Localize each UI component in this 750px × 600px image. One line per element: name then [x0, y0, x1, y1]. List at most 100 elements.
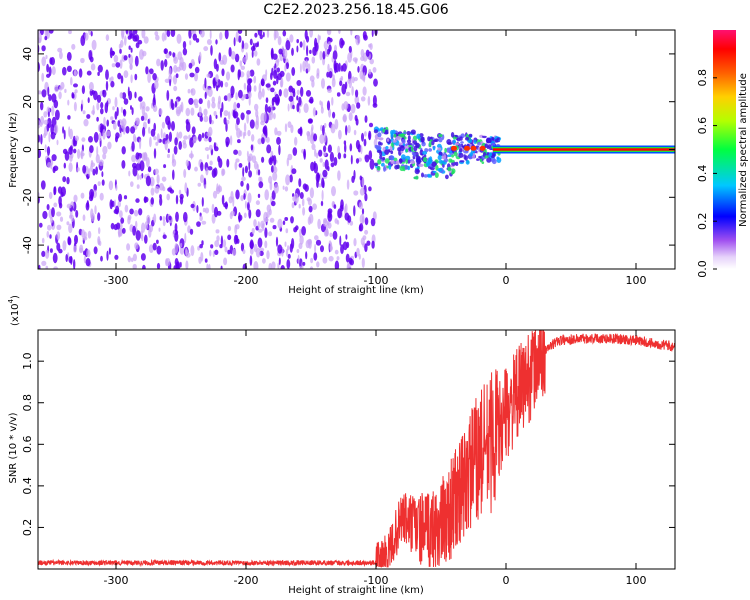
spectrogram-noise-cell — [333, 156, 338, 166]
spectrogram-noise-cell — [119, 92, 123, 99]
spectrogram-noise-cell — [56, 211, 62, 217]
spectrogram-noise-cell — [314, 37, 318, 49]
spectrogram-noise-cell — [364, 243, 368, 253]
spectrogram-noise-cell — [207, 88, 213, 97]
spectrogram-noise-cell — [175, 211, 179, 222]
spectrogram-noise-cell — [175, 73, 179, 78]
spectrogram-signal-cell — [401, 154, 406, 160]
spectrogram-noise-cell — [364, 154, 370, 163]
spectrogram-noise-cell — [158, 227, 161, 232]
spectrogram-signal-cell — [427, 136, 431, 142]
spectrogram-noise-cell — [130, 47, 133, 53]
spectrogram-noise-cell — [165, 53, 171, 59]
spectrogram-noise-cell — [218, 52, 222, 62]
spectrogram-noise-cell — [109, 199, 113, 210]
spectrogram-noise-cell — [131, 107, 134, 116]
spectrogram-noise-cell — [338, 129, 342, 140]
spectrogram-noise-cell — [160, 128, 163, 139]
spectrogram-noise-cell — [335, 62, 340, 73]
spectrogram-noise-cell — [41, 89, 47, 98]
spectrogram-noise-cell — [275, 236, 279, 247]
spectrogram-noise-cell — [73, 83, 78, 88]
spectrogram-signal-cell — [453, 151, 458, 157]
spectrogram-noise-cell — [243, 42, 249, 50]
spectrogram-noise-cell — [106, 100, 109, 108]
y-tick-label: 0.2 — [21, 519, 34, 537]
spectrogram-noise-cell — [115, 62, 121, 68]
spectrogram-noise-cell — [273, 112, 276, 120]
spectrogram-noise-cell — [328, 108, 332, 118]
spectrogram-noise-cell — [153, 93, 156, 103]
spectrogram-noise-cell — [121, 31, 125, 40]
spectrogram-noise-cell — [153, 148, 157, 159]
spectrogram-noise-cell — [284, 217, 289, 221]
spectrogram-noise-cell — [71, 43, 76, 50]
spectrogram-noise-cell — [56, 231, 61, 241]
spectrogram-noise-cell — [273, 166, 278, 174]
spectrogram-noise-cell — [253, 50, 258, 57]
spectrogram-signal-cell — [423, 154, 427, 158]
spectrogram-noise-cell — [285, 62, 289, 70]
spectrogram-noise-cell — [66, 65, 72, 73]
spectrogram-signal-cell — [398, 149, 402, 156]
spectrogram-noise-cell — [41, 45, 46, 52]
spectrogram-noise-cell — [172, 52, 176, 58]
spectrogram-noise-cell — [173, 56, 179, 64]
spectrogram-noise-cell — [179, 196, 184, 205]
spectrogram-noise-cell — [363, 72, 366, 83]
spectrogram-noise-cell — [68, 146, 73, 155]
spectrogram-noise-cell — [368, 186, 372, 192]
spectrogram-noise-cell — [355, 118, 359, 126]
spectrogram-noise-cell — [361, 257, 365, 268]
spectrogram-signal-cell — [390, 160, 395, 164]
spectrogram-noise-cell — [80, 103, 83, 112]
spectrogram-noise-cell — [256, 58, 261, 66]
spectrogram-noise-cell — [273, 30, 277, 41]
spectrogram-signal-cell — [388, 164, 392, 170]
spectrogram-noise-cell — [78, 68, 83, 78]
spectrogram-noise-cell — [363, 138, 367, 147]
spectrogram-noise-cell — [323, 219, 328, 227]
spectrogram-noise-cell — [132, 225, 137, 236]
spectrogram-noise-cell — [279, 70, 285, 77]
spectrogram-noise-cell — [331, 96, 334, 106]
spectrogram-noise-cell — [132, 263, 137, 269]
spectrogram-noise-cell — [284, 123, 288, 133]
spectrogram-noise-cell — [327, 88, 332, 93]
spectrogram-noise-cell — [206, 39, 212, 45]
spectrogram-noise-cell — [167, 148, 170, 154]
spectrogram-noise-cell — [147, 72, 152, 84]
spectrogram-noise-cell — [364, 193, 368, 202]
spectrogram-noise-cell — [190, 107, 195, 116]
spectrogram-noise-cell — [360, 56, 365, 62]
spectrogram-noise-cell — [242, 249, 246, 255]
spectrogram-noise-cell — [296, 95, 299, 101]
spectrogram-noise-cell — [115, 135, 118, 143]
spectrogram-noise-cell — [74, 234, 78, 245]
spectrogram-noise-cell — [257, 30, 263, 36]
spectrogram-noise-cell — [123, 195, 128, 200]
spectrogram-noise-cell — [266, 144, 272, 154]
spectrogram-noise-cell — [346, 263, 352, 269]
spectrogram-noise-cell — [128, 53, 131, 58]
spectrogram-noise-cell — [49, 248, 53, 253]
spectrogram-noise-cell — [309, 75, 315, 82]
spectrogram-noise-cell — [345, 91, 351, 97]
spectrogram-noise-cell — [46, 146, 51, 156]
spectrogram-noise-cell — [132, 165, 138, 177]
snr-y-label: SNR (10 * v/v) — [8, 412, 19, 483]
spectrogram-noise-cell — [371, 240, 375, 249]
spectrogram-noise-cell — [213, 58, 218, 70]
spectrogram-noise-cell — [173, 64, 178, 73]
spectrogram-noise-cell — [247, 78, 252, 85]
spectrogram-noise-cell — [221, 101, 224, 113]
spectrogram-noise-cell — [118, 43, 122, 50]
spectrogram-noise-cell — [70, 77, 73, 86]
spectrogram-noise-cell — [74, 135, 79, 142]
x-tick-label: -200 — [234, 574, 259, 587]
spectrogram-noise-cell — [215, 74, 219, 83]
spectrogram-noise-cell — [171, 158, 177, 167]
spectrogram-noise-cell — [173, 85, 178, 92]
spectrogram-noise-cell — [278, 257, 281, 266]
spectrogram-noise-cell — [120, 217, 125, 224]
